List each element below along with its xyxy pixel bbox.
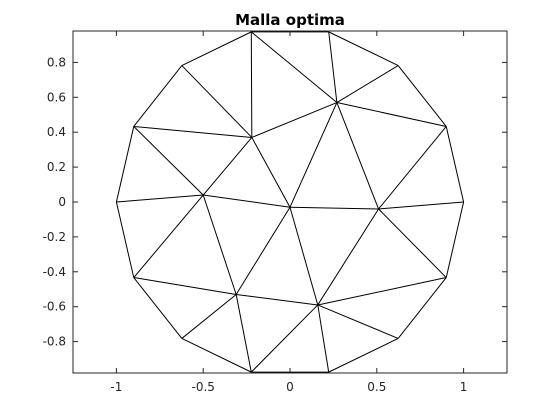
y-axis-ticks: -0.8 -0.6 -0.4 -0.2 0 0.2 0.4 0.6 0.8 (43, 55, 507, 349)
mesh-edge (115, 126, 135, 203)
mesh-edge (133, 277, 237, 295)
mesh-edge (289, 207, 319, 306)
mesh-edge (317, 208, 379, 306)
mesh-edge (236, 293, 318, 306)
mesh-edge (251, 137, 291, 208)
mesh-edge (133, 65, 183, 127)
mesh-edge (289, 206, 379, 210)
y-tick-label: -0.2 (43, 230, 66, 244)
axes (72, 30, 508, 374)
mesh-edge (133, 277, 183, 339)
mesh-edge (317, 304, 330, 373)
mesh-edge (235, 206, 291, 295)
mesh-edge (181, 338, 252, 373)
y-tick-label: 0.2 (47, 160, 66, 174)
mesh-edge (115, 201, 135, 278)
mesh-edge (378, 208, 447, 278)
x-tick-label: 0.5 (367, 380, 386, 394)
mesh-edge (202, 194, 237, 295)
mesh-edge (202, 137, 253, 196)
y-tick-label: -0.4 (43, 265, 66, 279)
mesh-edge (133, 126, 204, 196)
mesh-edge (250, 304, 319, 373)
mesh-edge (181, 31, 252, 66)
mesh-edge (203, 194, 291, 208)
mesh-edge (289, 102, 338, 208)
mesh-edge (378, 126, 447, 210)
mesh-edge (317, 304, 399, 339)
x-axis-ticks: -1 -0.5 0 0.5 1 (110, 31, 467, 394)
mesh-edge (397, 277, 447, 339)
y-tick-label: 0.4 (47, 125, 66, 139)
mesh-edge (378, 201, 464, 210)
mesh-edge (181, 294, 237, 339)
x-tick-label: -0.5 (191, 380, 214, 394)
mesh-edge (328, 338, 399, 373)
mesh-edge (181, 65, 253, 138)
mesh-edge (397, 65, 447, 127)
mesh-edge (328, 31, 399, 66)
y-tick-label: 0 (58, 195, 66, 209)
mesh-edge (317, 277, 447, 306)
mesh-edge (235, 294, 252, 373)
y-tick-label: -0.8 (43, 335, 66, 349)
chart-title: Malla optima (235, 11, 345, 29)
mesh-edge (336, 102, 380, 210)
mesh-edge (328, 31, 338, 103)
mesh-edge (250, 31, 338, 103)
y-tick-label: 0.6 (47, 90, 66, 104)
mesh-edge (445, 126, 465, 203)
x-tick-label: -1 (110, 380, 122, 394)
y-tick-label: -0.6 (43, 300, 66, 314)
mesh-layer (115, 31, 465, 373)
mesh-edge (250, 31, 253, 138)
x-tick-label: 1 (460, 380, 468, 394)
mesh-edge (336, 102, 447, 127)
plot-area-frame (72, 30, 508, 374)
mesh-edge (133, 194, 204, 278)
mesh-edge (116, 194, 204, 203)
mesh-edge (336, 65, 399, 103)
mesh-edge (445, 201, 465, 278)
x-tick-label: 0 (286, 380, 294, 394)
y-tick-label: 0.8 (47, 55, 66, 69)
mesh-edge (133, 125, 252, 138)
mesh-edge (251, 102, 338, 138)
